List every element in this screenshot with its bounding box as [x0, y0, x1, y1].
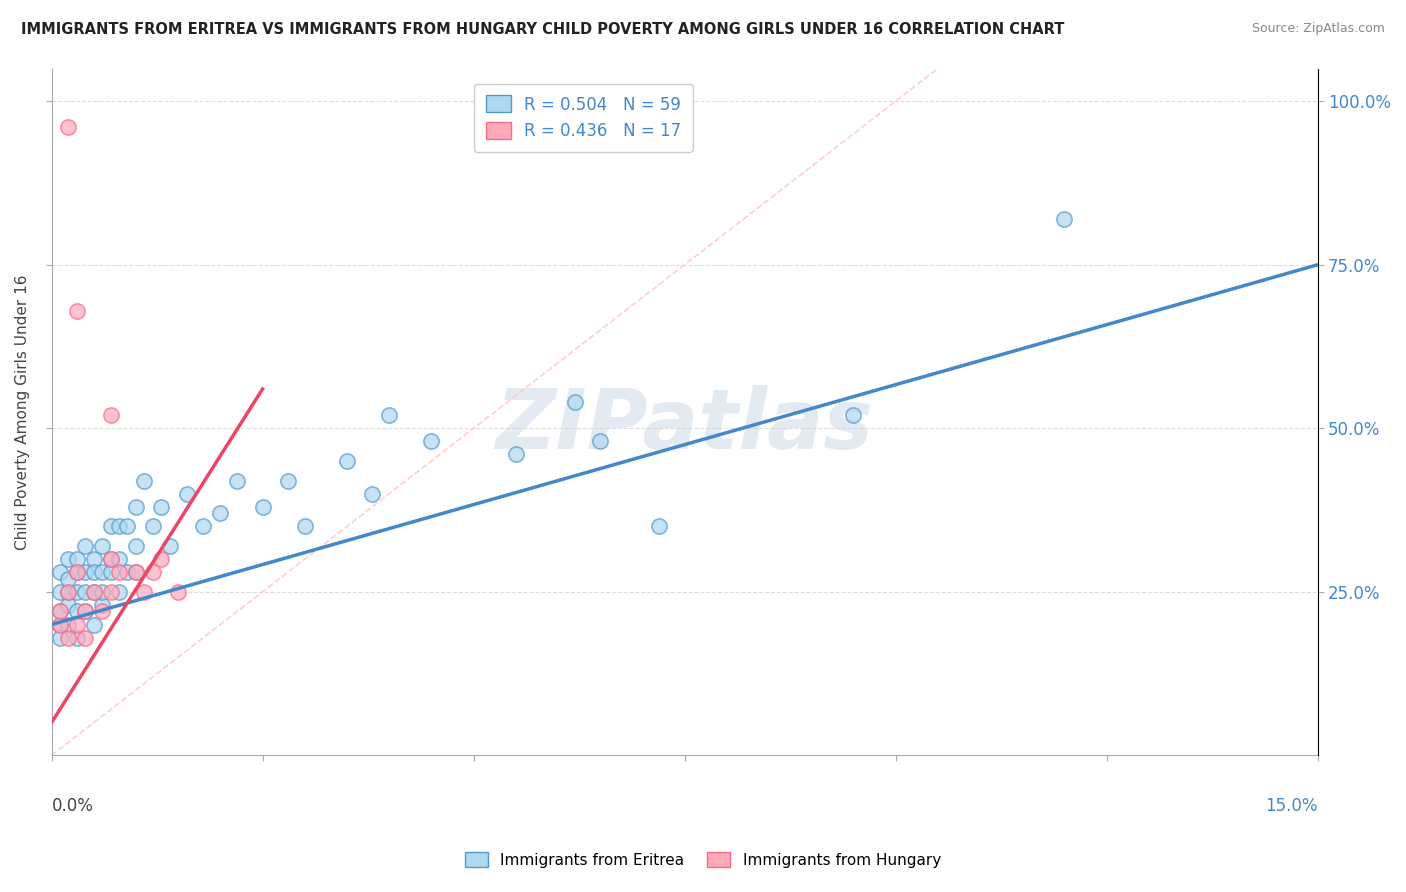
Point [66, 303, 89, 318]
Point [75, 565, 97, 579]
Point [66, 604, 89, 618]
Point [66, 617, 89, 632]
Point [1053, 211, 1076, 226]
Point [378, 408, 401, 422]
Point [150, 500, 173, 514]
Point [91, 598, 114, 612]
Point [142, 565, 165, 579]
Text: 15.0%: 15.0% [1265, 797, 1317, 814]
Point [83, 617, 105, 632]
Point [117, 565, 139, 579]
Point [66, 584, 89, 599]
Point [159, 539, 181, 553]
Legend: Immigrants from Eritrea, Immigrants from Hungary: Immigrants from Eritrea, Immigrants from… [460, 846, 946, 873]
Point [58, 120, 80, 135]
Point [100, 552, 122, 566]
Point [589, 434, 612, 449]
Point [58, 617, 80, 632]
Point [91, 604, 114, 618]
Point [66, 552, 89, 566]
Point [49, 631, 72, 645]
Point [176, 486, 198, 500]
Point [75, 604, 97, 618]
Point [125, 565, 148, 579]
Point [150, 552, 173, 566]
Point [83, 584, 105, 599]
Point [100, 519, 122, 533]
Point [66, 631, 89, 645]
Point [83, 584, 105, 599]
Point [564, 395, 586, 409]
Point [83, 552, 105, 566]
Point [361, 486, 384, 500]
Point [58, 584, 80, 599]
Point [100, 552, 122, 566]
Text: ZIPatlas: ZIPatlas [496, 385, 873, 467]
Point [49, 604, 72, 618]
Text: Source: ZipAtlas.com: Source: ZipAtlas.com [1251, 22, 1385, 36]
Point [75, 584, 97, 599]
Point [75, 539, 97, 553]
Point [125, 539, 148, 553]
Legend: R = 0.504   N = 59, R = 0.436   N = 17: R = 0.504 N = 59, R = 0.436 N = 17 [474, 84, 693, 152]
Point [83, 565, 105, 579]
Point [58, 552, 80, 566]
Point [134, 474, 156, 488]
Point [49, 617, 72, 632]
Point [91, 539, 114, 553]
Point [66, 565, 89, 579]
Point [125, 500, 148, 514]
Point [100, 408, 122, 422]
Point [58, 598, 80, 612]
Point [49, 617, 72, 632]
Point [49, 604, 72, 618]
Point [125, 565, 148, 579]
Point [420, 434, 443, 449]
Text: 0.0%: 0.0% [52, 797, 93, 814]
Point [648, 519, 671, 533]
Point [252, 500, 274, 514]
Point [117, 519, 139, 533]
Point [134, 584, 156, 599]
Point [108, 584, 131, 599]
Point [91, 565, 114, 579]
Point [108, 519, 131, 533]
Point [842, 408, 865, 422]
Point [294, 519, 316, 533]
Point [58, 584, 80, 599]
Point [100, 565, 122, 579]
Point [209, 506, 232, 520]
Point [75, 631, 97, 645]
Point [336, 454, 359, 468]
Point [100, 584, 122, 599]
Point [277, 474, 299, 488]
Point [66, 565, 89, 579]
Point [49, 565, 72, 579]
Point [142, 519, 165, 533]
Point [91, 584, 114, 599]
Point [108, 565, 131, 579]
Y-axis label: Child Poverty Among Girls Under 16: Child Poverty Among Girls Under 16 [15, 274, 30, 549]
Point [226, 474, 249, 488]
Text: IMMIGRANTS FROM ERITREA VS IMMIGRANTS FROM HUNGARY CHILD POVERTY AMONG GIRLS UND: IMMIGRANTS FROM ERITREA VS IMMIGRANTS FR… [21, 22, 1064, 37]
Point [49, 584, 72, 599]
Point [505, 447, 527, 461]
Point [108, 552, 131, 566]
Point [193, 519, 215, 533]
Point [75, 604, 97, 618]
Point [58, 572, 80, 586]
Point [58, 631, 80, 645]
Point [167, 584, 190, 599]
